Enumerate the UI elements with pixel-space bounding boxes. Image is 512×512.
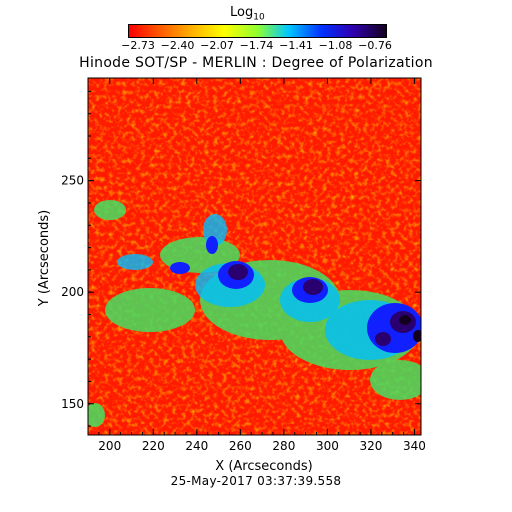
x-tick-label: 220 xyxy=(142,439,165,453)
plot-frame xyxy=(87,77,422,436)
axis-ticks: 200 220 240 260 280 300 320 340 150 200 250 xyxy=(61,78,426,453)
x-tick-label: 280 xyxy=(272,439,295,453)
x-tick-label: 260 xyxy=(229,439,252,453)
polarization-map xyxy=(88,78,421,435)
y-tick-label: 200 xyxy=(61,285,84,299)
colorbar-tick-label: −1.08 xyxy=(318,39,353,52)
x-axis-label: X (Arcseconds) xyxy=(215,459,312,474)
colorbar-tick-label: −0.76 xyxy=(358,39,392,52)
colorbar-tick-label: −2.07 xyxy=(200,39,234,52)
observation-date: 25-May-2017 03:37:39.558 xyxy=(170,474,342,488)
colorbar-tick-label: −1.41 xyxy=(279,39,313,52)
colorbar-tick-label: −2.73 xyxy=(121,39,155,52)
x-tick-label: 200 xyxy=(98,439,121,453)
colorbar-tick-label: −2.40 xyxy=(160,39,195,52)
plot-title: Hinode SOT/SP - MERLIN : Degree of Polar… xyxy=(79,55,433,71)
x-tick-label: 240 xyxy=(185,439,208,453)
y-tick-label: 150 xyxy=(61,397,84,411)
x-tick-label: 340 xyxy=(403,439,426,453)
x-tick-label: 300 xyxy=(316,439,339,453)
colorbar-title: Log10 xyxy=(230,5,265,23)
y-tick-label: 250 xyxy=(61,174,84,188)
colorbar-tick-label: −1.74 xyxy=(239,39,274,52)
x-tick-label: 320 xyxy=(359,439,382,453)
y-axis-label: Y (Arcseconds) xyxy=(37,210,52,307)
colorbar-tick-labels: −2.73 −2.40 −2.07 −1.74 −1.41 −1.08 −0.76 xyxy=(100,39,420,53)
colorbar xyxy=(128,24,387,38)
